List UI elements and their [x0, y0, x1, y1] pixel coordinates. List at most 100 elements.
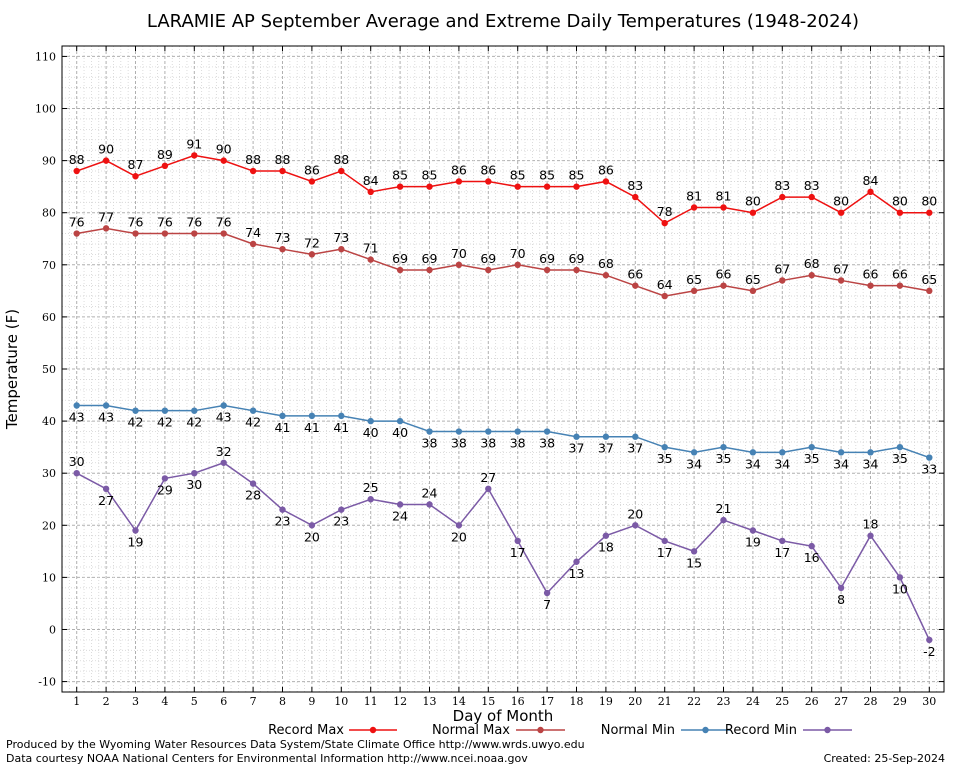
record-min-line: [76, 461, 930, 641]
x-tick-label: 9: [308, 695, 315, 708]
record-min-point: [132, 527, 139, 534]
record-min-point: [543, 589, 551, 597]
x-axis-title: Day of Month: [453, 707, 554, 725]
record-min-data-label: 17: [510, 545, 526, 560]
x-tick-label: 19: [599, 695, 613, 708]
x-tick-label: 6: [220, 695, 227, 708]
footer-created: Created: 25-Sep-2024: [824, 752, 945, 765]
record-min-data-label: 28: [245, 488, 261, 503]
normal-min-point: [73, 402, 80, 409]
normal-min-point: [602, 433, 610, 440]
footer-producer: Produced by the Wyoming Water Resources …: [6, 738, 585, 751]
normal-max-point: [749, 287, 757, 295]
y-tick-label: 10: [42, 571, 56, 584]
y-tick-label: 20: [42, 519, 56, 532]
record-min-point: [602, 532, 610, 539]
record-max-data-label: 84: [363, 173, 379, 188]
normal-max-point: [455, 261, 463, 269]
record-max-point: [367, 188, 374, 196]
record-max-point: [396, 183, 404, 190]
record-max-data-label: 81: [716, 189, 732, 204]
x-tick-label: 20: [628, 695, 642, 708]
record-max-line: [76, 154, 930, 225]
record-max-data-label: 78: [657, 204, 673, 219]
record-min-point: [161, 475, 169, 482]
y-tick-label: 60: [42, 311, 56, 324]
record-max-data-label: 86: [598, 162, 614, 177]
record-min-point: [338, 506, 345, 513]
normal-min-data-label: 38: [422, 436, 438, 451]
record-max-point: [102, 157, 110, 164]
y-tick-label: 30: [42, 467, 56, 480]
record-min-data-label: -2: [923, 644, 935, 659]
chart-title: LARAMIE AP September Average and Extreme…: [147, 11, 859, 32]
normal-max-point: [661, 292, 668, 300]
record-min-data-label: 24: [422, 485, 438, 500]
normal-min-point: [867, 449, 874, 456]
normal-max-data-label: 76: [128, 215, 144, 230]
normal-min-point: [338, 412, 345, 420]
normal-min-data-label: 42: [186, 415, 202, 430]
record-min-point: [426, 501, 433, 508]
record-min-point: [779, 537, 786, 545]
normal-min-data-label: 43: [69, 409, 85, 424]
normal-max-data-label: 67: [833, 261, 849, 276]
normal-max-point: [837, 277, 845, 284]
record-max-point: [896, 209, 904, 216]
record-max-point: [249, 167, 257, 175]
normal-min-point: [220, 402, 227, 409]
record-min-point: [720, 516, 727, 524]
x-tick-label: 2: [103, 695, 110, 708]
normal-min-data-label: 35: [804, 451, 820, 466]
normal-min-data-label: 37: [598, 441, 614, 456]
normal-min-data-label: 35: [716, 451, 732, 466]
normal-max-data-label: 70: [451, 246, 467, 261]
record-max-point: [779, 193, 786, 201]
record-min-data-label: 18: [863, 517, 879, 532]
record-min-point: [632, 522, 639, 529]
record-max-data-label: 80: [921, 194, 937, 209]
normal-min-point: [102, 402, 110, 409]
y-tick-label: 0: [49, 623, 56, 636]
normal-max-data-label: 69: [539, 251, 555, 266]
record-min-data-label: 30: [69, 454, 85, 469]
normal-max-data-label: 76: [216, 215, 232, 230]
normal-min-point: [426, 428, 433, 435]
record-min-point: [749, 527, 757, 534]
record-min-point: [191, 469, 198, 477]
normal-min-point: [367, 417, 374, 425]
record-max-point: [455, 178, 463, 185]
normal-min-data-label: 38: [451, 436, 467, 451]
legend-marker-record-max: [369, 726, 377, 734]
normal-max-point: [308, 251, 316, 258]
normal-min-point: [161, 407, 169, 414]
normal-min-point: [543, 428, 551, 435]
x-tick-label: 26: [805, 695, 819, 708]
record-max-point: [690, 204, 698, 211]
record-max-data-label: 88: [275, 152, 291, 167]
series-layer: [73, 152, 933, 644]
record-min-point: [573, 558, 580, 565]
normal-max-point: [720, 282, 727, 289]
record-max-data-label: 91: [186, 136, 202, 151]
record-max-point: [867, 188, 874, 196]
normal-max-data-label: 73: [333, 230, 349, 245]
y-tick-label: 110: [35, 50, 56, 63]
record-max-data-label: 89: [157, 147, 173, 162]
normal-max-data-label: 72: [304, 235, 320, 250]
record-min-data-label: 8: [837, 592, 845, 607]
record-max-point: [191, 152, 198, 159]
record-max-data-label: 83: [804, 178, 820, 193]
record-min-point: [396, 501, 404, 508]
normal-max-data-label: 64: [657, 277, 673, 292]
record-max-point: [220, 157, 227, 164]
y-tick-label: 50: [42, 363, 56, 376]
normal-max-data-label: 73: [275, 230, 291, 245]
x-tick-label: 1: [73, 695, 80, 708]
record-max-point: [543, 183, 551, 190]
normal-min-point: [720, 443, 727, 451]
record-max-data-label: 85: [539, 168, 555, 183]
normal-max-data-label: 66: [863, 267, 879, 282]
x-tick-label: 10: [334, 695, 348, 708]
record-min-data-label: 20: [304, 529, 320, 544]
